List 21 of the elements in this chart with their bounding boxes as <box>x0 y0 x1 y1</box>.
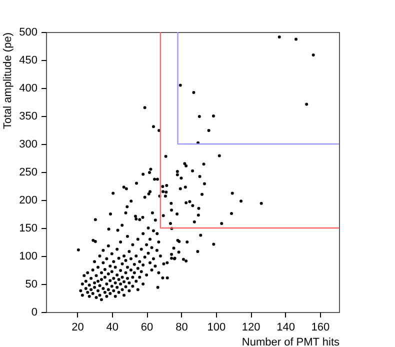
y-axis-title: Total amplitude (pe) <box>2 32 14 130</box>
y-tick-label: 200 <box>19 194 38 206</box>
x-tick-label: 20 <box>72 322 84 334</box>
y-tick-label: 300 <box>19 138 38 150</box>
y-tick-label: 0 <box>31 306 38 318</box>
y-tick-label: 350 <box>19 110 38 122</box>
x-tick-label: 80 <box>176 322 188 334</box>
y-tick-label: 250 <box>19 166 38 178</box>
y-tick-label: 450 <box>19 54 38 66</box>
y-tick-label: 100 <box>19 250 38 262</box>
x-tick-label: 60 <box>140 322 154 334</box>
x-tick-label: 160 <box>311 322 330 334</box>
x-tick-label: 140 <box>276 322 295 334</box>
x-tick-label: 100 <box>207 322 226 334</box>
x-tick-label: 120 <box>242 322 260 334</box>
y-tick-label: 400 <box>19 82 38 94</box>
x-tick-label: 40 <box>106 322 119 334</box>
y-tick-label: 500 <box>19 26 38 38</box>
y-tick-label: 150 <box>19 222 38 234</box>
x-axis-title: Number of PMT hits <box>242 336 340 347</box>
y-tick-label: 50 <box>25 278 38 290</box>
